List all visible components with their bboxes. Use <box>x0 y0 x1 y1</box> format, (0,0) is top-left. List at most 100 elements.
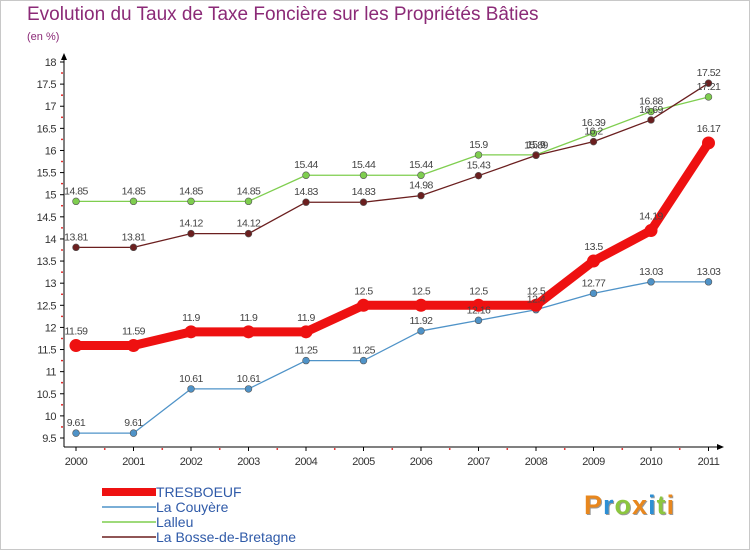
y-tick-label: 13 <box>45 278 57 290</box>
x-tick-label: 2000 <box>65 456 88 468</box>
legend-label: La Bosse-de-Bretagne <box>156 529 296 545</box>
proxiti-logo: Proxiti <box>584 490 675 521</box>
data-label: 14.12 <box>179 218 203 230</box>
x-axis-arrow <box>717 444 724 450</box>
y-tick-label: 14 <box>45 234 57 246</box>
data-label: 17.21 <box>697 81 721 93</box>
y-tick-label: 15.5 <box>37 168 57 180</box>
y-minor-tick <box>61 94 63 97</box>
y-tick-label: 16 <box>45 145 57 157</box>
data-label: 10.61 <box>179 373 203 385</box>
logo-letter: P <box>584 490 604 520</box>
data-label: 12.77 <box>582 277 606 289</box>
data-point <box>242 325 255 339</box>
data-point <box>129 429 138 437</box>
y-tick-label: 11 <box>46 367 57 379</box>
data-label: 11.59 <box>65 326 89 338</box>
data-label: 14.98 <box>409 180 433 192</box>
data-point <box>587 254 600 268</box>
y-tick-label: 16.5 <box>37 123 57 135</box>
data-point <box>417 191 425 200</box>
data-label: 15.44 <box>294 159 318 171</box>
data-label: 12.5 <box>527 285 546 297</box>
y-minor-tick <box>61 160 63 163</box>
legend-label: Lalleu <box>156 514 193 530</box>
y-minor-tick <box>61 138 63 141</box>
y-tick-label: 12.5 <box>37 300 57 312</box>
data-point <box>474 316 483 325</box>
data-point <box>129 243 138 252</box>
data-point <box>129 197 138 206</box>
x-tick-label: 2008 <box>525 456 548 468</box>
data-label: 13.81 <box>64 231 88 243</box>
y-minor-tick <box>61 72 63 74</box>
data-point <box>647 107 655 116</box>
x-tick-label: 2006 <box>410 456 433 468</box>
x-minor-tick <box>276 448 279 450</box>
data-point <box>359 198 368 206</box>
data-point <box>244 229 253 238</box>
x-tick-label: 2007 <box>467 456 490 468</box>
data-label: 12.5 <box>469 285 488 297</box>
logo-letter: o <box>614 490 633 520</box>
y-tick-label: 10 <box>45 411 57 423</box>
x-tick-label: 2005 <box>352 456 375 468</box>
data-label: 11.59 <box>122 326 146 338</box>
y-tick-label: 10.5 <box>37 389 57 401</box>
data-point <box>302 171 310 179</box>
y-minor-tick <box>61 337 63 340</box>
data-label: 10.61 <box>237 373 261 385</box>
chart-title: Evolution du Taux de Taxe Foncière sur l… <box>27 4 539 25</box>
x-minor-tick <box>333 448 336 450</box>
y-minor-tick <box>61 293 63 296</box>
y-tick-label: 11.5 <box>37 345 56 357</box>
series-line-la-couyère <box>75 281 710 434</box>
data-point <box>244 385 253 393</box>
y-minor-tick <box>61 426 63 428</box>
y-tick-label: 13.5 <box>37 256 57 268</box>
data-label: 14.85 <box>237 185 261 197</box>
y-minor-tick <box>61 204 63 207</box>
data-label: 16.39 <box>582 117 606 129</box>
x-tick-label: 2002 <box>180 456 203 468</box>
data-label: 15.9 <box>469 139 488 151</box>
data-point <box>244 197 253 206</box>
data-point <box>302 198 310 206</box>
x-minor-tick <box>448 448 451 450</box>
data-point <box>472 298 485 312</box>
data-point <box>702 136 715 150</box>
data-point <box>417 327 425 335</box>
y-minor-tick <box>61 315 63 318</box>
data-point <box>417 171 425 179</box>
data-label: 16.69 <box>639 104 663 116</box>
data-label: 11.25 <box>295 345 319 357</box>
x-tick-label: 2011 <box>698 456 720 468</box>
data-label: 12.5 <box>412 285 431 297</box>
data-point <box>72 243 80 252</box>
data-point <box>187 385 195 393</box>
data-label: 15.9 <box>527 139 546 151</box>
data-label: 14.19 <box>639 211 663 223</box>
series-line-lalleu <box>75 96 710 202</box>
data-label: 15.43 <box>467 160 491 172</box>
x-minor-tick <box>678 448 681 450</box>
data-label: 14.83 <box>294 186 318 198</box>
data-point <box>187 229 195 238</box>
y-tick-label: 17.5 <box>37 79 57 91</box>
y-tick-label: 9.5 <box>42 433 56 445</box>
data-label: 16.2 <box>584 126 603 138</box>
data-label: 15.44 <box>409 159 433 171</box>
data-point <box>187 197 195 206</box>
data-label: 14.12 <box>237 218 261 230</box>
y-axis-arrow <box>61 53 67 60</box>
data-point <box>302 356 310 365</box>
data-label: 11.9 <box>297 312 315 324</box>
x-minor-tick <box>506 448 509 450</box>
data-point <box>474 151 483 159</box>
data-point <box>644 224 658 238</box>
y-minor-tick <box>61 226 63 229</box>
data-label: 14.85 <box>64 185 88 197</box>
data-label: 9.61 <box>67 417 86 429</box>
